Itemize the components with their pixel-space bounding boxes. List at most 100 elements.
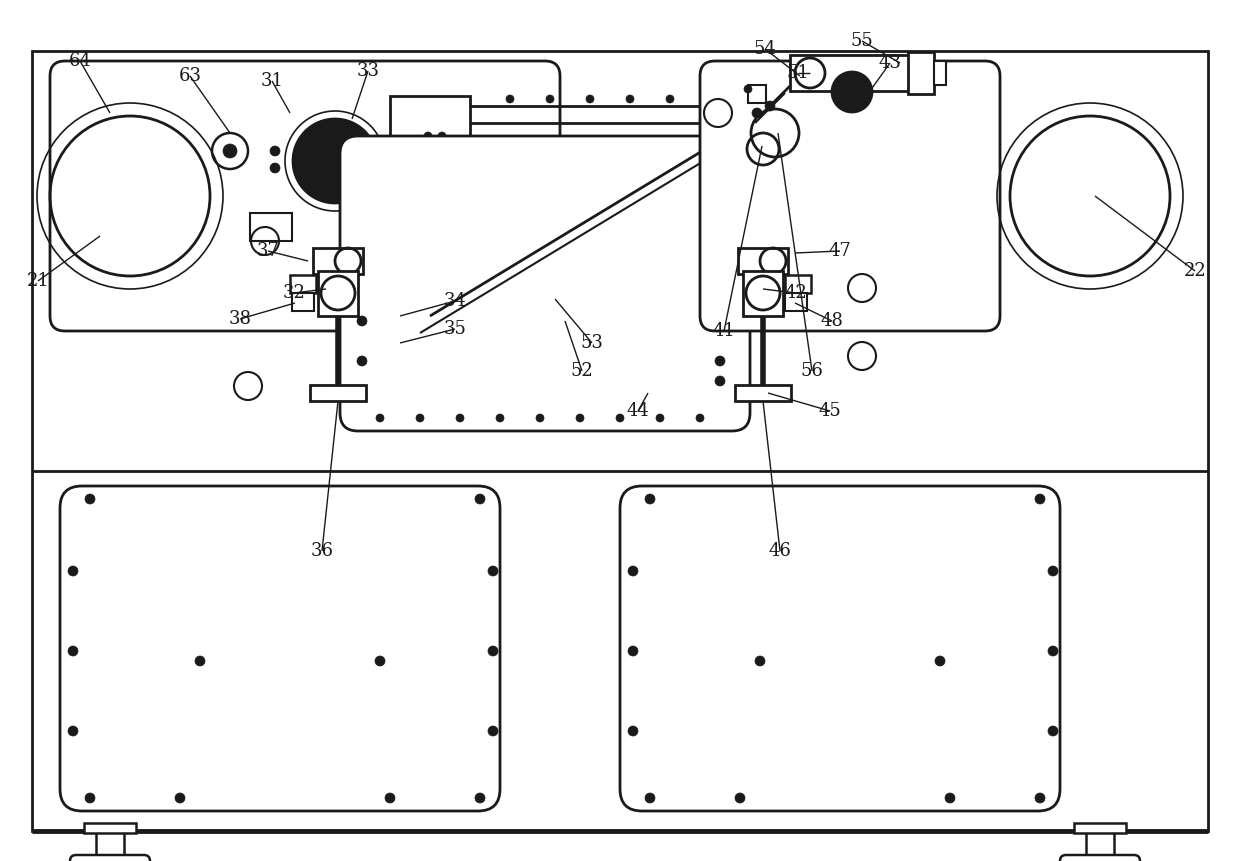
Bar (95, 829, 124, 861)
Circle shape (696, 414, 704, 422)
Circle shape (945, 793, 955, 803)
Bar (743, 271, 782, 316)
Text: 31: 31 (260, 72, 284, 90)
Circle shape (832, 72, 872, 112)
Text: 53: 53 (580, 334, 604, 352)
Text: 56: 56 (801, 362, 823, 380)
Circle shape (489, 726, 498, 736)
Text: 36: 36 (310, 542, 334, 560)
Circle shape (506, 95, 515, 103)
Circle shape (293, 119, 377, 203)
Circle shape (68, 726, 78, 736)
Circle shape (496, 414, 503, 422)
Circle shape (706, 95, 714, 103)
Bar (250, 213, 291, 241)
Circle shape (357, 316, 367, 326)
Circle shape (715, 316, 725, 326)
FancyBboxPatch shape (701, 61, 999, 331)
Bar (391, 96, 470, 236)
Circle shape (270, 163, 280, 173)
Text: 46: 46 (769, 542, 791, 560)
Circle shape (376, 414, 384, 422)
Circle shape (627, 566, 639, 576)
Bar (748, 85, 766, 103)
Text: 35: 35 (444, 320, 466, 338)
Circle shape (656, 414, 663, 422)
Bar (735, 385, 791, 401)
FancyBboxPatch shape (60, 486, 500, 811)
Circle shape (645, 793, 655, 803)
Bar (317, 271, 358, 316)
Text: 32: 32 (283, 284, 305, 302)
Bar (290, 275, 316, 293)
Circle shape (223, 144, 237, 158)
Circle shape (1035, 494, 1045, 504)
Circle shape (438, 132, 446, 140)
Circle shape (935, 656, 945, 666)
Circle shape (86, 494, 95, 504)
Text: 42: 42 (785, 284, 807, 302)
Circle shape (627, 646, 639, 656)
Circle shape (475, 793, 485, 803)
Bar (785, 275, 811, 293)
Text: 63: 63 (179, 67, 201, 85)
Circle shape (195, 656, 205, 666)
Circle shape (68, 566, 78, 576)
Text: 38: 38 (228, 310, 252, 328)
Text: 21: 21 (26, 272, 50, 290)
Circle shape (424, 162, 432, 170)
Circle shape (384, 793, 396, 803)
Text: 45: 45 (818, 402, 842, 420)
Circle shape (68, 646, 78, 656)
Text: 47: 47 (828, 242, 852, 260)
Bar (908, 52, 934, 94)
Bar (790, 55, 910, 91)
Circle shape (1035, 793, 1045, 803)
Circle shape (1048, 566, 1058, 576)
Circle shape (765, 101, 775, 111)
Circle shape (735, 793, 745, 803)
Circle shape (374, 656, 384, 666)
Circle shape (424, 147, 432, 155)
Circle shape (616, 414, 624, 422)
FancyBboxPatch shape (620, 486, 1060, 811)
Bar (934, 61, 946, 85)
Circle shape (666, 95, 675, 103)
Bar (312, 248, 363, 274)
Text: 64: 64 (68, 52, 92, 70)
Bar (738, 248, 787, 274)
Text: 55: 55 (851, 32, 873, 50)
Circle shape (536, 414, 544, 422)
Text: 41: 41 (713, 322, 735, 340)
Text: 37: 37 (257, 242, 279, 260)
Circle shape (1048, 646, 1058, 656)
Bar (310, 385, 366, 401)
Bar (1086, 829, 1114, 861)
FancyBboxPatch shape (69, 855, 150, 861)
Circle shape (489, 566, 498, 576)
Circle shape (86, 793, 95, 803)
Circle shape (489, 646, 498, 656)
Circle shape (587, 95, 594, 103)
Text: 54: 54 (754, 40, 776, 58)
Circle shape (438, 162, 446, 170)
Circle shape (627, 726, 639, 736)
FancyBboxPatch shape (50, 61, 560, 331)
Circle shape (755, 656, 765, 666)
Circle shape (715, 376, 725, 386)
Circle shape (475, 494, 485, 504)
Circle shape (438, 147, 446, 155)
FancyBboxPatch shape (1060, 855, 1140, 861)
Circle shape (626, 95, 634, 103)
Text: 33: 33 (357, 62, 379, 80)
Text: 34: 34 (444, 292, 466, 310)
Text: 52: 52 (570, 362, 594, 380)
Circle shape (715, 356, 725, 366)
Circle shape (415, 414, 424, 422)
Circle shape (270, 146, 280, 156)
Text: 51: 51 (786, 64, 810, 82)
Text: 48: 48 (821, 312, 843, 330)
Circle shape (424, 132, 432, 140)
Circle shape (577, 414, 584, 422)
Bar (785, 293, 807, 311)
